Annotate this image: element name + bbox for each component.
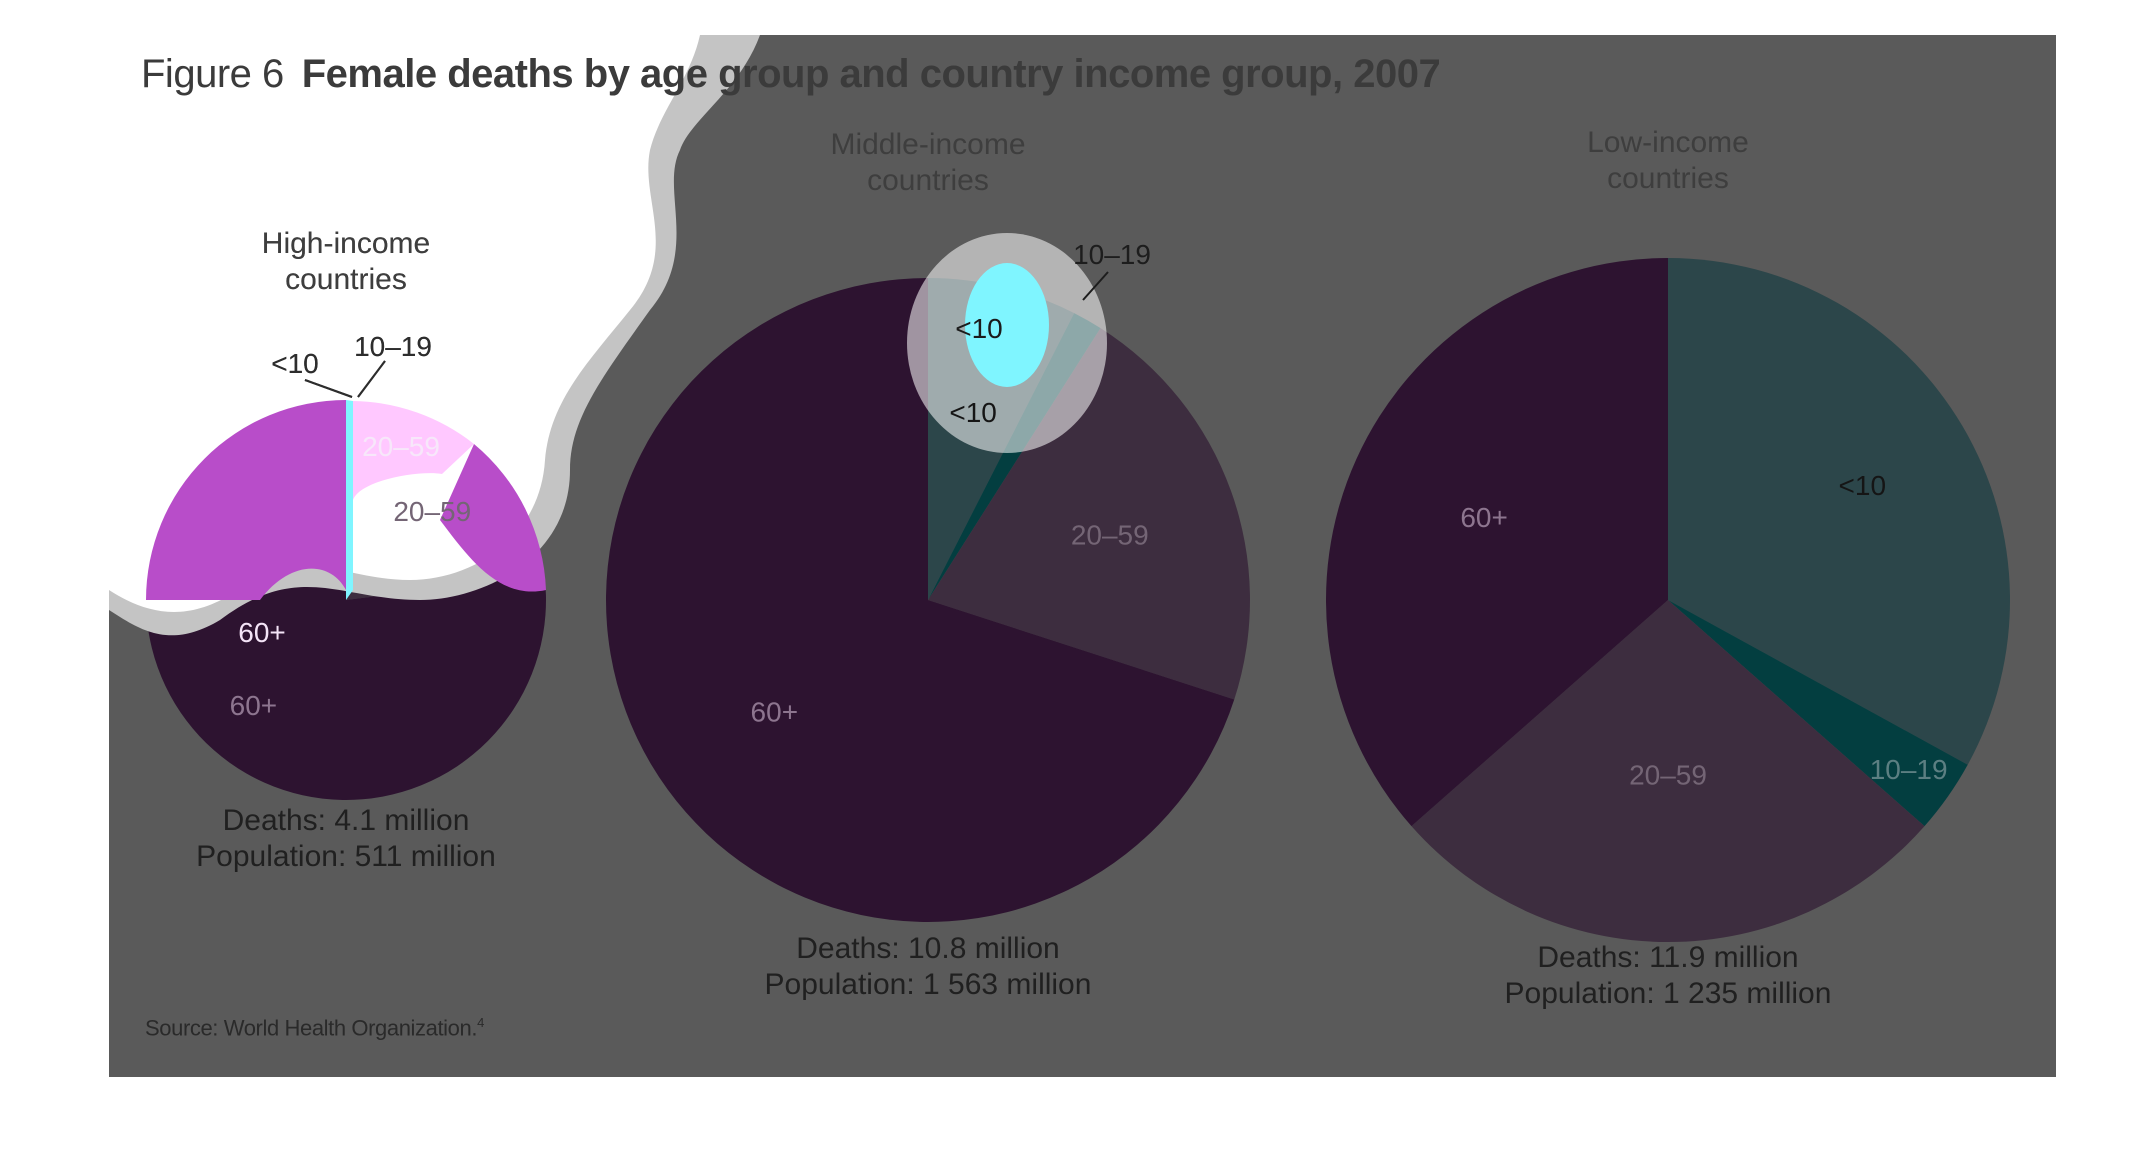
slice-20-59: [1411, 600, 1925, 942]
pie-3: [1325, 258, 2011, 942]
figure-title: Figure 6 Female deaths by age group and c…: [141, 52, 1441, 97]
slice-label-10-19-over: 10–19: [354, 331, 432, 362]
figure-number: Figure 6: [141, 52, 284, 96]
leader-line-10-19: [1082, 271, 1109, 301]
source-text: Source: World Health Organization.: [145, 1015, 478, 1041]
slice-label-under-10: <10: [949, 397, 997, 428]
slice-60-plus: [1325, 258, 1668, 827]
slice-label-10-19: 10–19: [354, 331, 432, 362]
highlight-20-59: [353, 401, 474, 500]
chart-title-line: Middle-income: [830, 128, 1025, 161]
leader-line-under-10: [304, 379, 353, 398]
chart-title-line: countries: [285, 263, 407, 296]
slice-label-under-10-highlight: <10: [955, 313, 1003, 344]
slice-label-60plus-highlight: 60+: [238, 617, 286, 648]
slice-label-20-59-highlight: 20–59: [362, 431, 440, 462]
slice-label-under-10-over: <10: [271, 348, 319, 379]
leader-line-10-19: [357, 360, 386, 398]
slice-label-60-plus: 60+: [230, 690, 278, 721]
chart-title-line: countries: [285, 263, 407, 296]
slice-label-under-10: <10: [1839, 470, 1887, 501]
chart-title-line: countries: [1607, 162, 1729, 195]
deaths-label: Deaths: 11.9 million: [1537, 941, 1798, 974]
slice-label-10-19: 10–19: [1870, 754, 1948, 785]
slice-10-19: [1668, 600, 1968, 827]
highlight-20-59-b: [440, 444, 546, 592]
chart-title-line: countries: [867, 164, 989, 197]
slice-label-20-59: 20–59: [1071, 520, 1149, 551]
slice-under-10: [1668, 258, 2011, 765]
overlay-labels: 20–59 60+ <10: [238, 313, 1003, 648]
source-ref: 4: [477, 1015, 484, 1030]
highlight-60plus: [146, 400, 346, 600]
slice-20-59: [928, 328, 1250, 700]
population-label: Population: 511 million: [196, 840, 496, 873]
chart-title-line: High-income: [262, 227, 430, 260]
highlight-under-10: [346, 400, 353, 600]
chart-title-line: High-income: [262, 227, 430, 260]
slice-60-plus: [606, 278, 1235, 922]
slice-label-60-plus: 60+: [751, 697, 799, 728]
figure-main-title: Female deaths by age group and country i…: [301, 52, 1441, 96]
deaths-label: Deaths: 4.1 million: [223, 804, 470, 837]
population-label: Population: 1 235 million: [1505, 977, 1832, 1010]
highlight-oval: [965, 263, 1049, 387]
slice-label-20-59: 20–59: [393, 496, 471, 527]
deaths-label: Deaths: 10.8 million: [796, 932, 1059, 965]
slice-label-60-plus: 60+: [1460, 502, 1508, 533]
source-note: Source: World Health Organization.4: [145, 1015, 484, 1041]
population-label: Population: 1 563 million: [765, 968, 1092, 1001]
slice-label-10-19: 10–19: [1073, 239, 1151, 270]
chart-title-line: Low-income: [1587, 126, 1749, 159]
slice-label-20-59: 20–59: [1629, 759, 1707, 790]
slice-label-under-10: <10: [271, 348, 319, 379]
